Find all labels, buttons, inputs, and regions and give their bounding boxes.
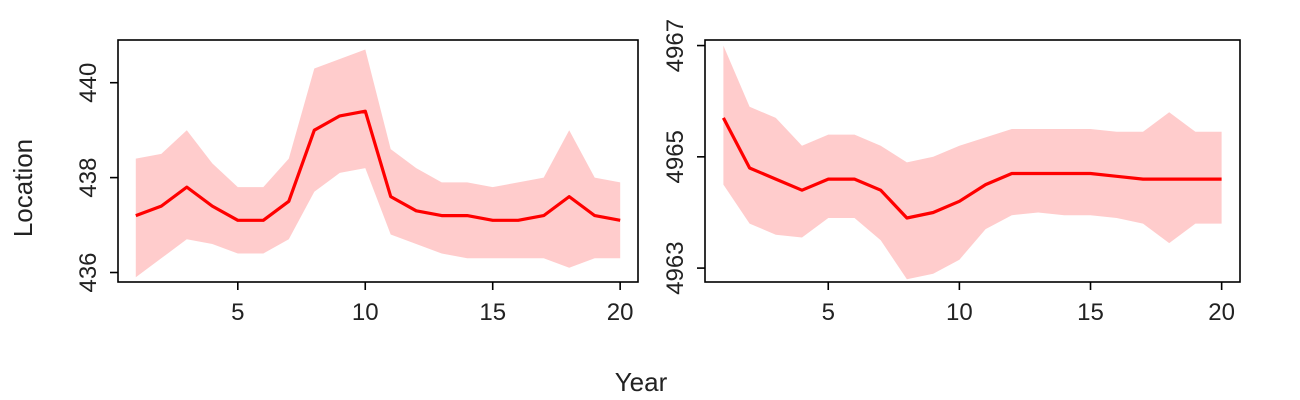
series-line-0 <box>721 117 1222 220</box>
x-tick-label: 5 <box>231 299 244 326</box>
x-tick-label: 5 <box>822 299 835 326</box>
x-tick-label: 15 <box>1077 299 1104 326</box>
y-tick-label: 440 <box>75 63 102 103</box>
confidence-band <box>135 49 621 278</box>
series-line-0 <box>135 109 621 222</box>
plot-frame <box>704 39 1241 283</box>
panel-right: 5 10 15 20 4963 4965 4967 <box>662 19 1241 326</box>
x-tick-label: 10 <box>352 299 379 326</box>
x-tick-label: 20 <box>1208 299 1235 326</box>
y-tick-label: 438 <box>75 158 102 198</box>
x-axis-title: Year <box>615 367 668 397</box>
confidence-band <box>723 45 1222 280</box>
y-axis-title: Location <box>8 139 38 237</box>
y-tick-label: 4963 <box>662 241 689 294</box>
x-tick-label: 15 <box>479 299 506 326</box>
y-tick-label: 4967 <box>662 19 689 72</box>
plot-frame <box>117 39 639 283</box>
y-tick-label: 436 <box>75 252 102 292</box>
panel-left: 5 10 15 20 436 438 440 <box>75 39 639 326</box>
y-tick-label: 4965 <box>662 130 689 183</box>
x-tick-label: 10 <box>946 299 973 326</box>
x-tick-label: 20 <box>607 299 634 326</box>
